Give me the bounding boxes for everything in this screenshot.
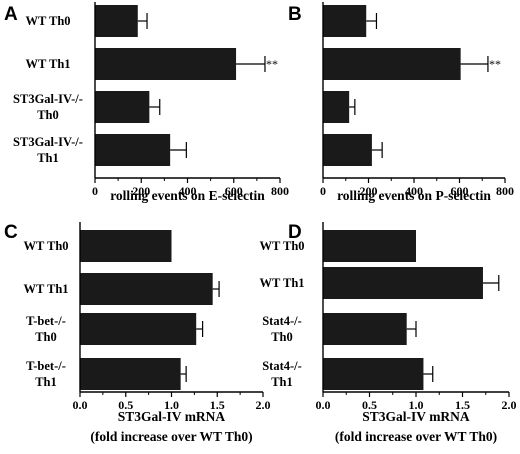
x-tick-label: 400 <box>405 184 423 198</box>
bar <box>323 134 372 166</box>
bar <box>323 48 461 80</box>
bar <box>323 5 367 37</box>
significance-mark: ** <box>266 57 278 71</box>
x-tick-label: 1.0 <box>164 398 179 412</box>
x-tick-label: 0.0 <box>316 398 331 412</box>
panel-label: B <box>288 4 302 25</box>
panel-label: A <box>4 4 18 25</box>
x-axis-label: rolling events on P-selectin <box>337 188 491 203</box>
category-label: WT Th0 <box>23 239 68 253</box>
category-label: Th1 <box>271 375 293 389</box>
category-label: WT Th1 <box>259 276 304 290</box>
category-label: WT Th1 <box>23 282 68 296</box>
x-tick-label: 0.5 <box>362 398 377 412</box>
chart-panel-c: C WT Th0 WT Th1 T-bet-/- Th0 T-bet-/- Th1 0.0 0.… <box>4 222 271 444</box>
x-tick-label: 2.0 <box>256 398 271 412</box>
bar <box>95 134 171 166</box>
x-tick-label: 800 <box>271 184 289 198</box>
category-label: T-bet-/- <box>26 314 66 328</box>
category-label: ST3Gal-IV-/- <box>13 92 83 106</box>
bar <box>80 273 213 305</box>
bar <box>323 91 350 123</box>
x-tick-label: 800 <box>496 184 514 198</box>
bar <box>95 91 150 123</box>
panel-label: C <box>4 222 18 243</box>
category-label: T-bet-/- <box>26 359 66 373</box>
category-label: WT Th0 <box>259 239 304 253</box>
chart-panel-d: DWT Th0 WT Th1 Stat4-/- Th0 Stat4-/- Th1 0.0 0.… <box>259 222 517 444</box>
chart-panel-b: B ** 0 200 400 600 800 rolling events on P-sele… <box>288 2 514 203</box>
category-label: Stat4-/- <box>262 359 302 373</box>
x-axis-label: (fold increase over WT Th0) <box>335 429 497 444</box>
bar <box>80 358 181 390</box>
x-tick-label: 600 <box>451 184 469 198</box>
bar <box>95 5 138 37</box>
category-label: Th1 <box>37 151 59 165</box>
x-axis-label: ST3Gal-IV mRNA <box>362 409 470 424</box>
category-label: Th0 <box>37 108 59 122</box>
x-tick-label: 1.5 <box>455 398 470 412</box>
category-label: Th0 <box>271 330 293 344</box>
bar <box>323 313 407 345</box>
category-label: Stat4-/- <box>262 314 302 328</box>
x-tick-label: 0.5 <box>118 398 133 412</box>
bar <box>323 267 483 299</box>
significance-mark: ** <box>489 57 501 71</box>
x-tick-label: 0.0 <box>73 398 88 412</box>
chart-panel-a: A WT Th0 ** WT Th1 ST3Gal-IV-/- Th0 ST3Gal-IV-… <box>4 2 289 203</box>
bar <box>95 48 237 80</box>
x-tick-label: 600 <box>225 184 243 198</box>
x-tick-label: 200 <box>132 184 150 198</box>
x-tick-label: 2.0 <box>502 398 517 412</box>
bar <box>80 313 197 345</box>
panel-label: D <box>288 222 302 243</box>
x-axis-label: rolling events on E-selectin <box>110 188 265 203</box>
bar <box>80 230 172 262</box>
x-axis-label: ST3Gal-IV mRNA <box>118 409 226 424</box>
x-axis-label: (fold increase over WT Th0) <box>90 429 252 444</box>
category-label: Th1 <box>35 375 57 389</box>
x-tick-label: 1.5 <box>210 398 225 412</box>
category-label: WT Th0 <box>25 14 70 28</box>
category-label: Th0 <box>35 330 57 344</box>
bar <box>323 358 424 390</box>
x-tick-label: 0 <box>320 184 326 198</box>
x-tick-label: 1.0 <box>409 398 424 412</box>
x-tick-label: 0 <box>92 184 98 198</box>
category-label: ST3Gal-IV-/- <box>13 135 83 149</box>
category-label: WT Th1 <box>25 57 70 71</box>
x-tick-label: 200 <box>360 184 378 198</box>
bar <box>323 230 416 262</box>
x-tick-label: 400 <box>179 184 197 198</box>
